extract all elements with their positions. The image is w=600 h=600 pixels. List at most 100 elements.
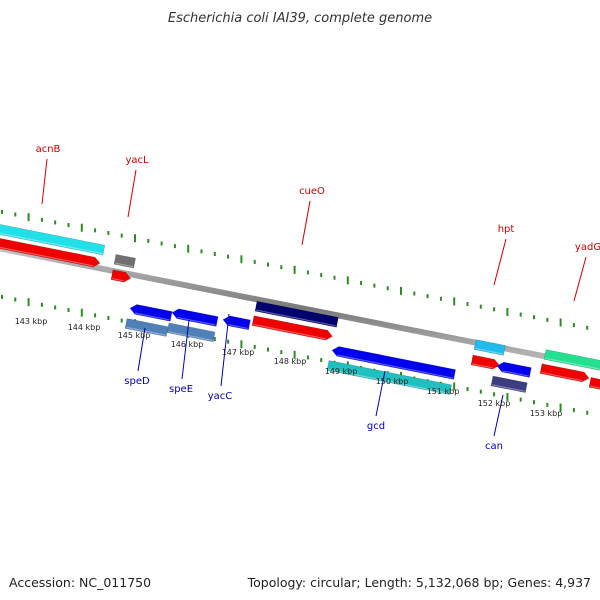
feature-cds-forward [588,377,600,391]
feature-shade [168,331,213,342]
gene-labels: acnB yacL cueO hpt yadG speD speE yacC gcd can [36,144,600,452]
label-pointer [181,319,190,380]
feature-shade [590,385,600,390]
feature-shape [470,354,500,370]
feature-gene-forward [0,223,106,256]
label-pointer [573,256,587,302]
feature-gene-reverse [166,322,216,343]
gene-label-speE: speE [169,384,193,395]
feature-shape [129,304,173,322]
genome-backbone [0,245,600,371]
tick-label: 147 kbp [222,348,255,357]
tick-label: 144 kbp [68,323,101,332]
feature-shade [112,278,125,282]
feature-cds-forward [251,315,333,341]
feature-shape [490,375,528,393]
feature-gene-forward [113,254,136,269]
feature-gene-forward [473,339,506,356]
feature-shape [473,339,506,356]
label-pointer [493,238,507,286]
feature-shade [475,347,503,355]
feature-cds-reverse [222,315,251,331]
feature-shade [328,368,450,394]
feature-shape [0,223,106,256]
gene-label-acnB: acnB [36,144,61,155]
feature-shape [331,346,456,380]
feature-shape [110,269,132,283]
feature-gene-forward [543,349,600,373]
feature-shade [253,323,326,340]
feature-gene-reverse [124,318,169,337]
tick-label: 152 kbp [478,399,511,408]
feature-cds-reverse [331,346,456,380]
gene-label-gcd: gcd [367,421,385,432]
feature-shape [0,237,101,268]
feature-shape [543,349,600,373]
tick-label: 149 kbp [325,367,358,376]
feature-shape [124,318,169,337]
label-pointer [137,327,146,372]
gene-label-yacC: yacC [208,391,233,402]
feature-shade [126,326,166,336]
label-pointer [127,169,137,218]
feature-shape [251,315,333,341]
gene-label-cueO: cueO [299,186,325,197]
feature-shade [0,231,103,255]
accession-text: Accession: NC_011750 [9,575,151,590]
gene-features [0,223,600,395]
label-pointer [220,313,230,387]
feature-shape [254,300,339,328]
feature-cds-reverse [496,361,532,378]
gene-label-yacL: yacL [125,155,149,166]
feature-cds-forward [539,363,590,383]
feature-shade [502,370,529,377]
tick-label: 148 kbp [274,357,307,366]
gene-label-hpt: hpt [498,224,515,235]
feature-shape [171,308,219,327]
label-pointer [301,200,311,246]
feature-shade [228,323,248,330]
topology-text: Topology: circular; Length: 5,132,068 bp… [247,575,591,590]
label-pointer [375,370,386,417]
feature-shape [222,315,251,331]
scale-tick-labels: 143 kbp 144 kbp 145 kbp 146 kbp 147 kbp 148 k… [15,317,563,418]
feature-gene-reverse [326,360,452,395]
feature-gene-forward [254,300,339,328]
feature-cds-reverse [129,304,173,322]
gene-label-speD: speD [124,376,150,387]
tick-label: 145 kbp [118,331,151,340]
tick-label: 143 kbp [15,317,48,326]
feature-cds-forward [0,237,101,268]
feature-shape [113,254,136,269]
backbone-line [0,245,600,371]
feature-shade [256,309,336,327]
genome-title: Escherichia coli IAI39, complete genome [168,11,432,26]
tick-label: 150 kbp [376,377,409,386]
tick-label: 146 kbp [171,340,204,349]
gene-label-can: can [485,441,503,452]
label-pointers [41,158,587,437]
feature-shade [0,245,94,267]
feature-shape [166,322,216,343]
label-pointer [493,394,504,437]
feature-shape [588,377,600,391]
feature-shape [326,360,452,395]
feature-shade [492,384,525,392]
tick-label: 151 kbp [427,387,460,396]
label-pointer [41,158,48,205]
feature-shade [115,262,134,268]
gene-label-yadG: yadG [575,242,600,253]
feature-gene-reverse [490,375,528,393]
feature-cds-forward [110,269,132,283]
feature-cds-forward [470,354,500,370]
feature-shade [177,316,216,326]
tick-label: 153 kbp [530,409,563,418]
feature-shade [545,357,600,372]
feature-shade [472,363,493,369]
feature-cds-reverse [171,308,219,327]
feature-shade [541,371,583,382]
feature-shade [135,312,170,321]
feature-shade [337,354,454,379]
feature-shape [539,363,590,383]
